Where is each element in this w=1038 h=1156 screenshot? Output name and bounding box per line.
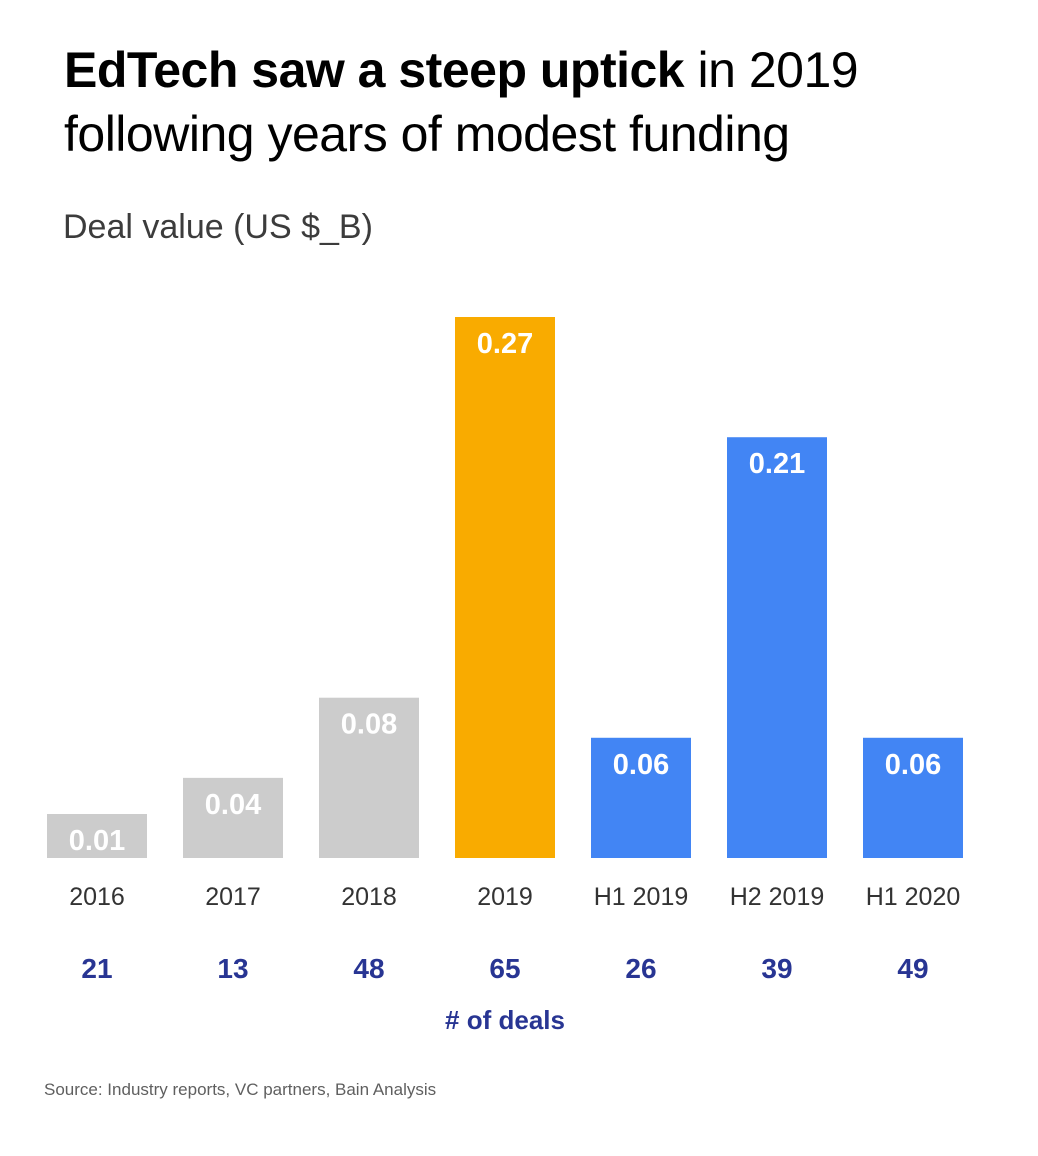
bar-0 <box>47 814 147 858</box>
bar-value-label-2: 0.08 <box>341 709 397 741</box>
x-tick-label-2: 2018 <box>341 883 397 911</box>
bar-2 <box>319 697 419 858</box>
chart-title-rest: in 2019 following years of modest fundin… <box>64 42 859 162</box>
chart-title: EdTech saw a steep uptick in 2019 follow… <box>64 38 1014 166</box>
deal-count-0: 21 <box>81 953 112 984</box>
bar-value-label-6: 0.06 <box>885 749 941 781</box>
x-tick-label-0: 2016 <box>69 883 125 911</box>
bar-chart: 0.01 2016 21 0.04 2017 13 0.08 2018 48 0.27 2019 65… <box>47 317 963 1035</box>
x-tick-label-4: H1 2019 <box>594 883 689 911</box>
x-tick-label-6: H1 2020 <box>866 883 961 911</box>
bar-value-label-1: 0.04 <box>205 789 261 821</box>
bar-6 <box>863 737 963 858</box>
x-tick-label-5: H2 2019 <box>730 883 825 911</box>
deals-axis-label: # of deals <box>445 1005 565 1035</box>
deal-count-1: 13 <box>217 953 248 984</box>
x-tick-label-3: 2019 <box>477 883 533 911</box>
deal-count-4: 26 <box>625 953 656 984</box>
bar-5 <box>727 437 827 858</box>
deal-count-2: 48 <box>353 953 384 984</box>
bar-3 <box>455 317 555 858</box>
bar-value-label-5: 0.21 <box>749 448 805 480</box>
deal-count-5: 39 <box>761 953 792 984</box>
bar-value-label-4: 0.06 <box>613 749 669 781</box>
source-note: Source: Industry reports, VC partners, B… <box>44 1080 437 1099</box>
chart-title-bold: EdTech saw a steep uptick <box>64 42 685 98</box>
deal-count-3: 65 <box>489 953 520 984</box>
bar-1 <box>183 777 283 858</box>
x-tick-label-1: 2017 <box>205 883 261 911</box>
bar-value-label-0: 0.01 <box>69 825 125 857</box>
chart-subtitle: Deal value (US $_B) <box>63 208 373 246</box>
deal-count-6: 49 <box>897 953 928 984</box>
bar-value-label-3: 0.27 <box>477 328 533 360</box>
bar-4 <box>591 737 691 858</box>
